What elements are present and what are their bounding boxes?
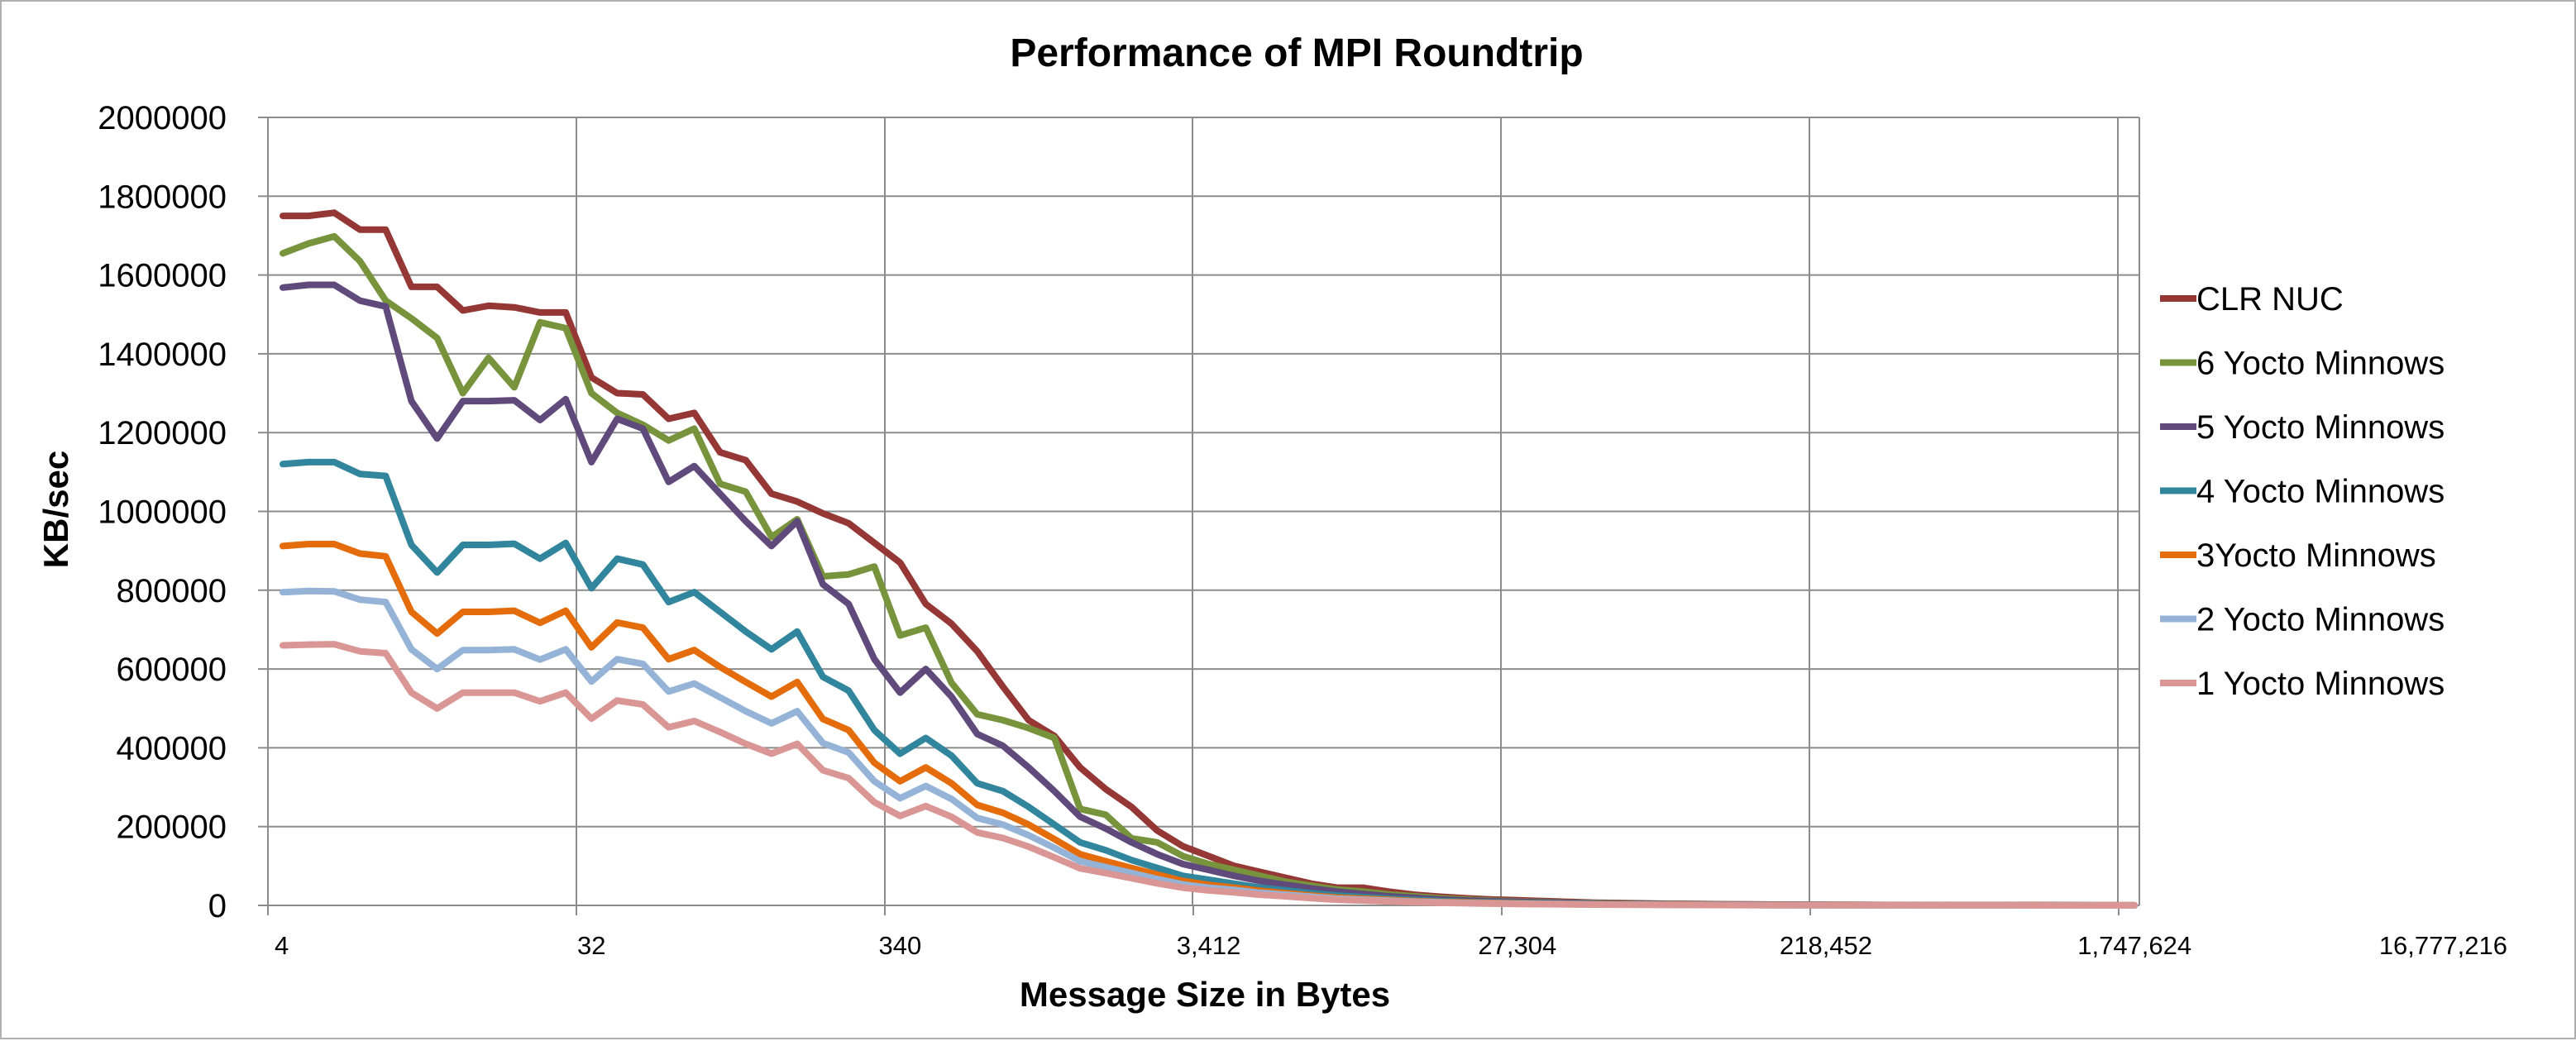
x-tick-label: 4 [275, 931, 289, 960]
x-tick-label: 218,452 [1780, 931, 1872, 960]
series-lines [280, 209, 2139, 909]
legend-label: CLR NUC [2196, 281, 2344, 318]
legend-label: 6 Yocto Minnows [2196, 346, 2445, 382]
series-line-2 [280, 232, 2139, 909]
x-tick-label: 16,777,216 [2379, 931, 2507, 960]
y-tick-label: 2000000 [98, 100, 227, 136]
chart-title: Performance of MPI Roundtrip [1010, 31, 1583, 75]
y-tick-label: 1200000 [98, 415, 227, 451]
legend-label: 5 Yocto Minnows [2196, 409, 2445, 446]
x-tick-labels: 4 32 340 3,412 27,304 218,452 1,747,624 16,777,… [275, 931, 2507, 960]
series-line-4 [280, 458, 2139, 909]
y-axis-title: KB/sec [36, 451, 75, 568]
gridlines [258, 117, 2140, 915]
series-line-5 [280, 541, 2139, 909]
x-axis-title: Message Size in Bytes [1020, 975, 1390, 1014]
y-tick-label: 1000000 [98, 494, 227, 531]
x-tick-label: 340 [879, 931, 922, 960]
x-tick-label: 27,304 [1478, 931, 1556, 960]
legend-label: 3Yocto Minnows [2196, 537, 2436, 574]
x-tick-label: 32 [577, 931, 605, 960]
legend: CLR NUC 6 Yocto Minnows 5 Yocto Minnows 4 Y… [2160, 281, 2445, 702]
series-line-7 [280, 641, 2139, 909]
y-tick-label: 1800000 [98, 179, 227, 215]
legend-label: 4 Yocto Minnows [2196, 474, 2445, 510]
y-tick-label: 0 [208, 888, 227, 924]
x-tick-label: 1,747,624 [2077, 931, 2191, 960]
y-tick-label: 1600000 [98, 258, 227, 294]
series-line-1 [280, 209, 2139, 909]
y-tick-label: 400000 [117, 730, 227, 766]
legend-label: 2 Yocto Minnows [2196, 602, 2445, 638]
y-tick-label: 200000 [117, 809, 227, 846]
series-line-3 [280, 281, 2139, 909]
y-tick-label: 600000 [117, 652, 227, 688]
x-tick-label: 3,412 [1177, 931, 1241, 960]
y-tick-label: 1400000 [98, 337, 227, 373]
y-tick-labels: 2000000180000016000001400000120000010000… [98, 100, 227, 924]
y-tick-label: 800000 [117, 573, 227, 609]
legend-label: 1 Yocto Minnows [2196, 666, 2445, 702]
